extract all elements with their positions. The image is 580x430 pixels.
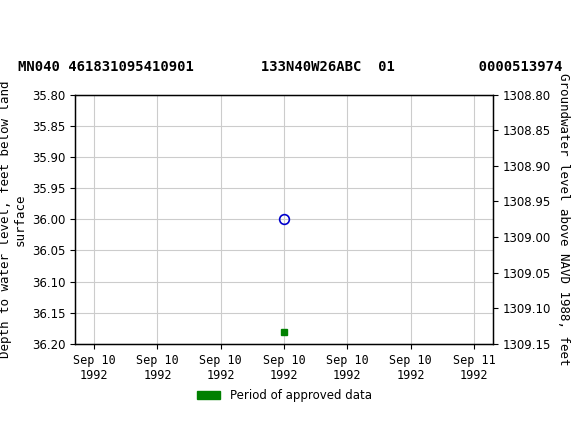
Legend: Period of approved data: Period of approved data xyxy=(192,384,376,407)
Text: MN040 461831095410901        133N40W26ABC  01          0000513974: MN040 461831095410901 133N40W26ABC 01 00… xyxy=(18,60,562,74)
Text: ▩ USGS: ▩ USGS xyxy=(12,15,77,33)
Y-axis label: Depth to water level, feet below land
surface: Depth to water level, feet below land su… xyxy=(0,80,27,358)
Y-axis label: Groundwater level above NAVD 1988, feet: Groundwater level above NAVD 1988, feet xyxy=(557,73,570,366)
